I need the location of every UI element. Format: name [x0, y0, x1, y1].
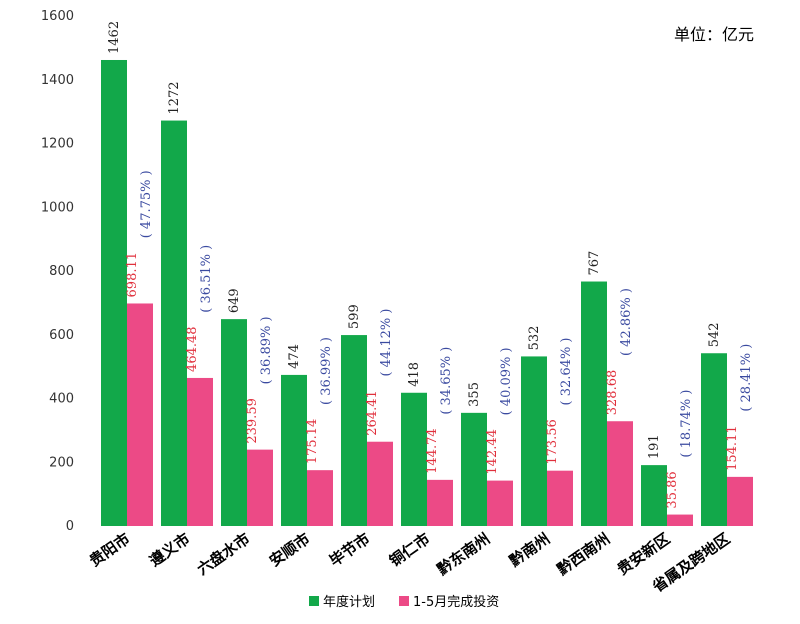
bar-annual-plan	[641, 465, 667, 526]
bar-completed-investment	[727, 476, 753, 526]
y-tick-label: 0	[66, 519, 74, 534]
legend-label-plan: 年度计划	[323, 594, 375, 610]
y-tick-label: 600	[49, 328, 74, 343]
x-category-label: 遵义市	[146, 530, 193, 571]
y-tick-label: 1000	[41, 200, 74, 215]
data-label-percent: ( 34.65% )	[439, 347, 454, 415]
data-label-completed: 142.44	[485, 429, 500, 475]
bar-completed-investment	[127, 303, 153, 526]
bars	[101, 59, 753, 527]
data-labels: 1462 698.11 ( 47.75% ) 1272 464.48 ( 36.51% )…	[107, 21, 754, 509]
x-category-label: 六盘水市	[194, 530, 253, 579]
data-label-completed: 464.48	[185, 326, 200, 372]
unit-label: 单位：亿元	[674, 25, 754, 44]
data-label-plan: 191	[647, 434, 662, 459]
legend: 年度计划 1-5月完成投资	[309, 594, 499, 610]
data-label-plan: 532	[527, 326, 542, 351]
data-label-plan: 649	[227, 288, 242, 313]
data-label-percent: ( 36.89% )	[259, 316, 274, 384]
x-category-label: 安顺市	[266, 530, 313, 571]
x-category-label: 铜仁市	[386, 530, 433, 571]
data-label-completed: 239.59	[245, 398, 260, 444]
bar-completed-investment	[247, 449, 273, 526]
bar-annual-plan	[281, 374, 307, 526]
bar-annual-plan	[161, 120, 187, 527]
data-label-percent: ( 47.75% )	[139, 170, 154, 238]
bar-completed-investment	[307, 470, 333, 526]
x-category-label: 贵阳市	[86, 530, 133, 571]
data-label-plan: 599	[347, 304, 362, 329]
data-label-completed: 175.14	[305, 419, 320, 465]
x-category-label: 黔西南州	[554, 530, 613, 579]
data-label-plan: 355	[467, 382, 482, 407]
x-category-label: 黔南州	[506, 530, 553, 571]
data-label-percent: ( 36.99% )	[319, 337, 334, 405]
data-label-completed: 698.11	[125, 252, 140, 298]
bar-completed-investment	[367, 441, 393, 526]
data-label-plan: 474	[287, 344, 302, 369]
y-tick-label: 800	[49, 264, 74, 279]
x-category-label: 黔东南州	[434, 530, 493, 579]
bar-annual-plan	[341, 335, 367, 526]
data-label-completed: 154.11	[725, 425, 740, 471]
data-label-completed: 144.74	[425, 428, 440, 474]
y-tick-label: 1400	[41, 73, 74, 88]
bar-annual-plan	[581, 281, 607, 526]
bar-annual-plan	[221, 319, 247, 526]
y-tick-label: 1200	[41, 137, 74, 152]
data-label-plan: 767	[587, 251, 602, 276]
bar-completed-investment	[547, 470, 573, 526]
data-label-completed: 173.56	[545, 419, 560, 465]
data-label-percent: ( 28.41% )	[739, 344, 754, 412]
data-label-percent: ( 40.09% )	[499, 347, 514, 415]
data-label-plan: 418	[407, 362, 422, 387]
data-label-percent: ( 32.64% )	[559, 337, 574, 405]
y-tick-label: 1600	[41, 9, 74, 24]
data-label-percent: ( 36.51% )	[199, 245, 214, 313]
bar-annual-plan	[401, 392, 427, 526]
bar-completed-investment	[187, 377, 213, 526]
y-tick-label: 400	[49, 392, 74, 407]
data-label-percent: ( 18.74% )	[679, 390, 694, 458]
data-label-completed: 328.68	[605, 370, 620, 416]
bar-completed-investment	[607, 421, 633, 526]
legend-swatch-plan	[309, 596, 319, 606]
data-label-plan: 542	[707, 322, 722, 347]
y-axis: 0 200 400 600 800 1000 1200 1400 1600	[41, 9, 74, 534]
y-tick-label: 200	[49, 455, 74, 470]
data-label-plan: 1462	[107, 21, 122, 54]
data-label-percent: ( 44.12% )	[379, 309, 394, 377]
bar-annual-plan	[461, 412, 487, 526]
legend-swatch-completed	[399, 596, 409, 606]
x-category-label: 毕节市	[326, 530, 373, 571]
bar-annual-plan	[101, 59, 127, 527]
data-label-plan: 1272	[167, 81, 182, 114]
data-label-completed: 264.41	[365, 390, 380, 436]
bar-annual-plan	[701, 353, 727, 526]
bar-completed-investment	[667, 514, 693, 526]
data-label-percent: ( 42.86% )	[619, 288, 634, 356]
data-label-completed: 35.86	[665, 471, 680, 508]
bar-completed-investment	[487, 480, 513, 526]
bar-annual-plan	[521, 356, 547, 526]
legend-label-completed: 1-5月完成投资	[413, 594, 499, 610]
bar-completed-investment	[427, 479, 453, 526]
